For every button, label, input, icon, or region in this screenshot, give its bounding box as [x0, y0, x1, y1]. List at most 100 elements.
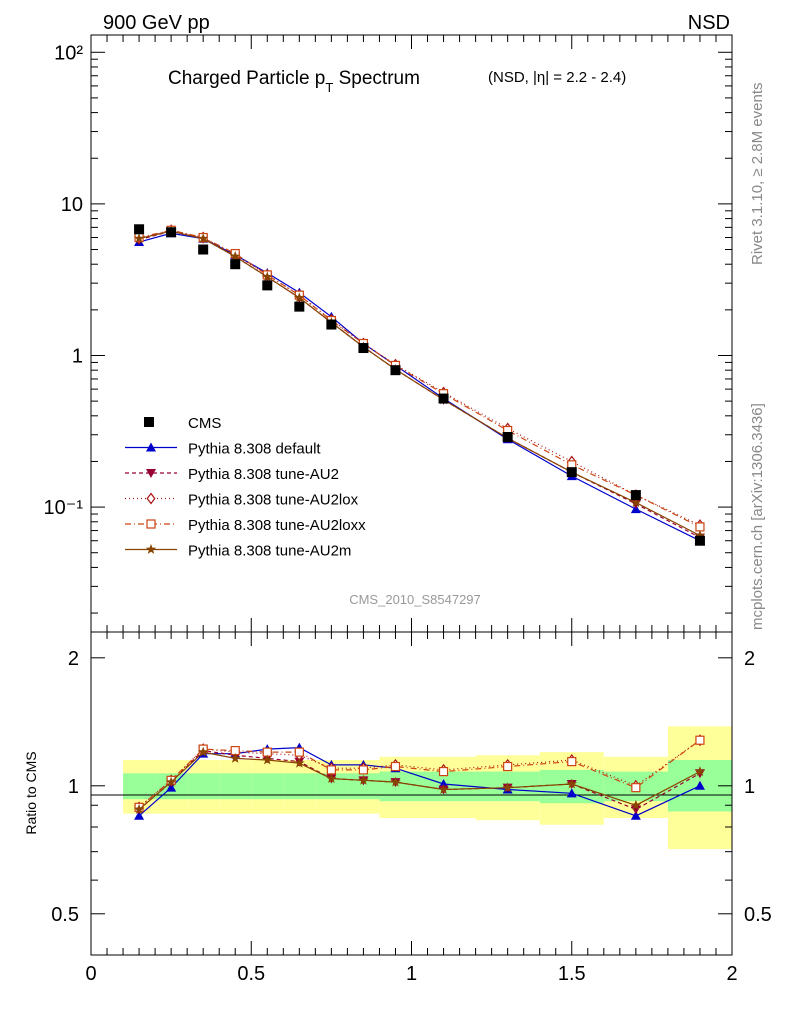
- data-point: [630, 490, 641, 501]
- ratio-point: [630, 810, 641, 820]
- series-point: [630, 497, 642, 508]
- ratio-point: [390, 776, 401, 787]
- y-tick-label: 2: [68, 648, 79, 670]
- y-tick-label: 0.5: [51, 904, 79, 926]
- x-tick-label: 0.5: [237, 963, 265, 985]
- chart-title-cuts: (NSD, |η| = 2.2 - 2.4): [488, 69, 626, 86]
- ratio-point: [133, 803, 145, 814]
- ratio-point: [567, 757, 577, 767]
- data-point: [294, 301, 305, 312]
- data-point: [694, 535, 705, 546]
- legend-marker: [146, 519, 156, 529]
- ratio-point: [438, 766, 449, 777]
- ratio-point: [134, 810, 145, 820]
- legend-label: Pythia 8.308 tune-AU2m: [188, 543, 351, 560]
- data-point: [326, 319, 337, 330]
- energy-label: 900 GeV pp: [103, 12, 210, 34]
- x-axis-ticks: 0 0.5 1 1.5 2: [85, 35, 738, 985]
- ratio-point: [438, 784, 449, 794]
- data-point: [166, 227, 177, 238]
- analysis-id: CMS_2010_S8547297: [349, 592, 481, 607]
- y-tick-label-right: 1: [744, 776, 755, 798]
- data-point: [438, 393, 449, 404]
- legend-marker: [144, 417, 154, 427]
- ratio-point: [695, 735, 705, 745]
- legend-marker: [146, 469, 156, 478]
- series-point: [294, 292, 305, 303]
- ratio-point: [502, 782, 513, 793]
- ratio-bands: [123, 726, 732, 850]
- ratio-point: [358, 765, 369, 775]
- ratio-point: [165, 776, 177, 787]
- series-point: [262, 271, 273, 282]
- ratio-line: [138, 739, 701, 808]
- y-tick-label: 10²: [54, 42, 83, 64]
- ratio-point: [230, 752, 241, 763]
- legend-label: Pythia 8.308 tune-AU2: [188, 466, 339, 483]
- series-point: [694, 530, 706, 540]
- ratio-point: [694, 766, 706, 776]
- ratio-point: [197, 746, 209, 757]
- legend: CMS Pythia 8.308 default Pythia 8.308 tune…: [125, 415, 366, 560]
- series-point: [197, 233, 209, 244]
- ratio-point: [262, 754, 273, 765]
- x-tick-label: 2: [726, 963, 737, 985]
- chart-title-main: Charged Particle p: [168, 68, 325, 89]
- series-point: [133, 233, 145, 244]
- ratio-point: [390, 761, 401, 772]
- ratio-point: [566, 788, 577, 798]
- chart-title-subscript: T: [325, 80, 333, 95]
- series-line: [138, 229, 701, 528]
- data-point: [566, 467, 577, 478]
- data-point: [262, 280, 273, 291]
- legend-label: Pythia 8.308 default: [188, 441, 321, 458]
- lower-ticks: 0.5 0.5 1 1 2 2: [51, 648, 772, 956]
- ratio-point: [566, 778, 577, 789]
- ratio-point: [630, 799, 642, 810]
- legend-label: CMS: [188, 415, 221, 432]
- series-line: [138, 229, 701, 526]
- ratio-point: [631, 783, 641, 793]
- data-point: [390, 365, 401, 376]
- ratio-point: [294, 747, 304, 757]
- ratio-point: [294, 757, 305, 768]
- data-point: [358, 343, 369, 354]
- process-label: NSD: [688, 12, 730, 34]
- ratio-point: [326, 773, 337, 783]
- legend-marker: [145, 544, 157, 554]
- ratio-point: [166, 782, 177, 792]
- chart-title: Charged Particle pT Spectrum: [168, 68, 420, 95]
- upper-series: [133, 224, 706, 546]
- y-tick-label-right: 2: [744, 648, 755, 670]
- data-point: [134, 224, 145, 235]
- ratio-line: [138, 739, 701, 808]
- legend-marker: [146, 442, 156, 452]
- data-point: [198, 244, 209, 255]
- y-axis-label: Ratio to CMS: [23, 751, 39, 834]
- y-tick-label: 1: [68, 776, 79, 798]
- upper-ticks: 10⁻¹ 1 10 10²: [44, 42, 732, 614]
- ratio-point: [694, 780, 705, 790]
- data-point: [230, 259, 241, 270]
- y-tick-label-right: 0.5: [744, 904, 772, 926]
- x-tick-label: 1: [406, 963, 417, 985]
- ratio-point: [358, 774, 369, 785]
- ratio-point: [326, 765, 336, 775]
- ratio-series: [133, 734, 706, 820]
- series-point: [695, 522, 705, 532]
- series-point: [230, 251, 241, 261]
- ratio-line: [138, 751, 701, 810]
- y-tick-label: 10⁻¹: [44, 497, 84, 519]
- mcplots-label: mcplots.cern.ch [arXiv:1306.3436]: [749, 403, 766, 630]
- lower-panel: 0.5 0.5 1 1 2 2 Ratio to CMS 0 0.5 1 1.5 2: [23, 35, 772, 985]
- x-tick-label: 1.5: [558, 963, 586, 985]
- y-tick-label: 10: [61, 194, 83, 216]
- data-point: [502, 431, 513, 442]
- legend-marker: [146, 492, 156, 505]
- legend-label: Pythia 8.308 tune-AU2lox: [188, 492, 359, 509]
- series-line: [138, 230, 701, 537]
- rivet-label: Rivet 3.1.10, ≥ 2.8M events: [749, 83, 766, 266]
- chart-title-main-end: Spectrum: [333, 68, 420, 89]
